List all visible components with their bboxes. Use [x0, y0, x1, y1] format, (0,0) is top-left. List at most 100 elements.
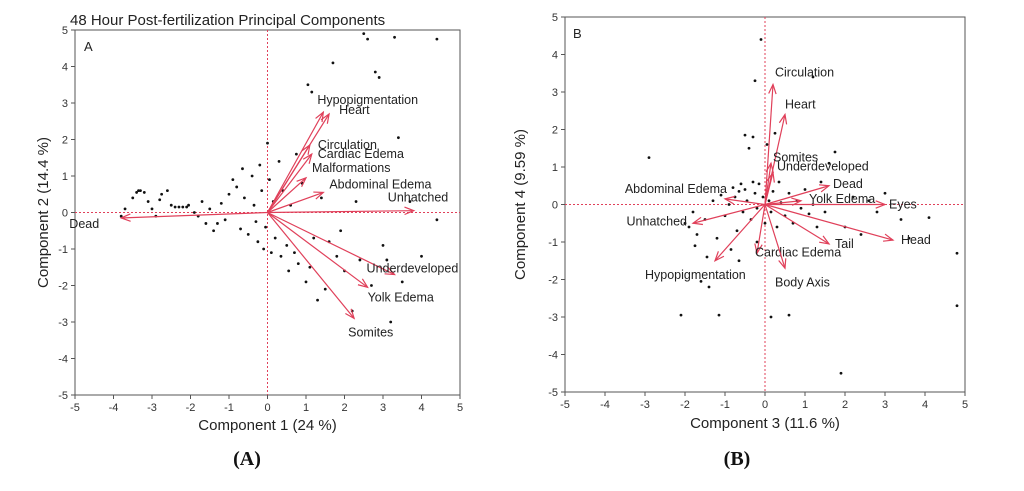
vector-arrowhead — [766, 171, 775, 183]
y-tick-label: 3 — [62, 98, 68, 110]
data-point — [715, 236, 719, 240]
data-point — [883, 191, 887, 195]
data-point — [773, 131, 777, 135]
data-point — [354, 200, 358, 203]
y-tick-label: 0 — [552, 200, 558, 212]
data-point — [293, 251, 296, 255]
data-point — [285, 243, 289, 247]
data-point — [320, 196, 323, 200]
vector-label: Malformations — [312, 161, 391, 175]
vector-label: Yolk Edema — [368, 290, 434, 304]
y-tick-label: 5 — [552, 12, 558, 24]
panel-letter: A — [84, 39, 93, 54]
y-tick-label: -4 — [548, 350, 558, 362]
data-point — [899, 218, 903, 221]
loading-vector — [266, 144, 311, 213]
data-point — [757, 182, 761, 186]
data-point — [192, 211, 196, 214]
vector-arrowhead — [302, 152, 313, 164]
data-point — [385, 258, 389, 262]
data-point — [235, 185, 239, 189]
vector-label: Underdeveloped — [367, 262, 459, 276]
loading-vector — [121, 211, 268, 219]
data-point — [139, 189, 142, 193]
vector-arrowhead — [778, 258, 787, 270]
data-point — [169, 203, 173, 207]
data-point — [729, 248, 733, 251]
data-point — [811, 75, 815, 79]
vector-label: Body Axis — [775, 275, 830, 289]
data-point — [435, 218, 439, 222]
data-point — [955, 251, 959, 255]
loading-vector — [267, 211, 395, 276]
y-tick-label: -2 — [548, 275, 558, 287]
data-point — [769, 315, 773, 319]
loading-vector — [764, 172, 774, 205]
vector-label: Dead — [69, 217, 99, 231]
data-point — [719, 193, 723, 197]
data-point — [867, 199, 871, 203]
data-point — [158, 198, 162, 202]
x-tick-label: -1 — [224, 402, 234, 414]
loading-vector — [267, 212, 368, 288]
data-point — [955, 304, 959, 308]
data-point — [308, 265, 312, 269]
data-point — [227, 192, 231, 196]
vector-label: Heart — [785, 98, 816, 112]
loading-vector — [267, 210, 414, 214]
data-point — [150, 207, 154, 211]
vector-label: Cardiac Edema — [755, 245, 841, 259]
data-point — [137, 189, 140, 193]
data-point — [231, 178, 235, 182]
data-point — [717, 313, 721, 317]
vector-label: Underdeveloped — [777, 160, 869, 174]
panel-b: -5 -4 -3 -2 -1 0 1 2 3 4 5 -5 -4 -3 -2 -1 0 1 2 3 4 5 Circulat… — [512, 12, 968, 432]
data-point — [264, 225, 267, 229]
vector-arrowhead — [754, 243, 763, 255]
data-point — [358, 258, 362, 262]
data-point — [743, 133, 747, 137]
x-tick-label: -3 — [147, 402, 157, 414]
vector-label: Cardiac Edema — [318, 147, 404, 161]
y-tick-label: 1 — [552, 162, 558, 174]
data-point — [777, 180, 781, 184]
x-tick-label: -4 — [600, 399, 610, 411]
loading-vector — [692, 203, 766, 224]
x-tick-label: -2 — [680, 399, 690, 411]
data-point — [691, 210, 695, 214]
x-tick-label: 0 — [762, 399, 768, 411]
data-point — [767, 199, 771, 203]
data-point — [397, 136, 400, 140]
data-point — [827, 161, 831, 165]
x-tick-label: 4 — [418, 402, 424, 414]
vector-arrowhead — [345, 308, 356, 320]
data-point — [435, 37, 439, 41]
data-point — [393, 35, 396, 39]
vector-label: Circulation — [775, 66, 834, 80]
data-point — [269, 251, 273, 255]
loading-vector — [764, 203, 894, 241]
data-point — [316, 298, 319, 302]
vector-arrowhead — [882, 233, 895, 242]
y-tick-label: 5 — [62, 25, 68, 37]
data-point — [306, 83, 310, 87]
vector-label: Hypopigmentation — [645, 268, 746, 282]
data-point — [181, 205, 185, 209]
data-point — [273, 236, 277, 240]
data-point — [755, 240, 759, 244]
x-tick-label: 2 — [842, 399, 848, 411]
data-point — [310, 90, 314, 94]
data-point — [711, 199, 715, 203]
caption-b: (B) — [724, 448, 751, 470]
data-point — [243, 196, 246, 200]
data-point — [381, 243, 385, 247]
data-point — [331, 61, 335, 65]
x-tick-label: 1 — [802, 399, 808, 411]
vector-arrowhead — [404, 206, 416, 216]
data-point — [304, 280, 308, 284]
data-point — [875, 210, 879, 214]
vector-label: Abdominal Edema — [625, 182, 727, 196]
data-point — [279, 254, 283, 258]
data-point — [753, 191, 757, 195]
vector-label: Tail — [835, 237, 854, 251]
